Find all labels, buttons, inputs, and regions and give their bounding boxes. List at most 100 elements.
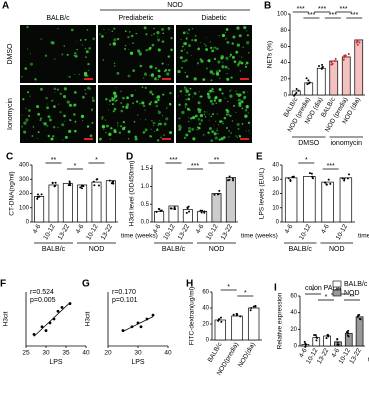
significance: **: [51, 157, 57, 164]
fluorescence: [109, 138, 111, 140]
column-label: Prediabetic: [118, 15, 154, 22]
fluorescence: [241, 123, 244, 125]
data-point: [220, 320, 223, 323]
fluorescence: [153, 125, 155, 127]
data-point: [186, 206, 189, 209]
y-tick-label: 0: [276, 220, 280, 226]
y-tick-label: 60: [290, 294, 297, 300]
x-tick-label: 40: [82, 350, 90, 357]
data-point: [343, 179, 346, 182]
data-point: [60, 306, 64, 309]
fluorescence: [120, 109, 124, 113]
fluorescence: [189, 87, 192, 90]
micrograph: [20, 25, 96, 83]
fluorescence: [85, 93, 87, 95]
fluorescence: [102, 59, 104, 61]
fluorescence: [108, 29, 110, 31]
fluorescence: [82, 95, 85, 99]
fluorescence: [194, 35, 197, 37]
fluorescence: [188, 120, 190, 123]
fluorescence: [235, 50, 239, 54]
data-point: [95, 178, 98, 181]
fluorescence: [139, 103, 141, 105]
fluorescence: [168, 29, 170, 31]
y-tick-label: 400: [19, 163, 30, 169]
y-tick-label: 20: [290, 327, 297, 333]
data-point: [36, 193, 39, 196]
fluorescence: [206, 92, 210, 96]
fluorescence: [205, 44, 207, 47]
y-tick-label: 0: [284, 93, 288, 99]
fluorescence: [103, 128, 105, 130]
fluorescence: [135, 33, 137, 35]
bar: [182, 209, 193, 223]
fluorescence: [181, 45, 184, 48]
fluorescence: [113, 128, 117, 132]
fluorescence: [150, 101, 153, 103]
fluorescence: [84, 47, 87, 50]
fluorescence: [157, 79, 159, 81]
data-point: [343, 177, 346, 180]
y-axis-label: NETs (%): [267, 41, 274, 68]
data-point: [336, 338, 339, 341]
fluorescence: [235, 135, 237, 137]
fluorescence: [21, 114, 23, 116]
fluorescence: [88, 47, 91, 50]
x-tick-label: 10-12: [162, 223, 177, 241]
fluorescence: [228, 136, 230, 138]
column-label: BALB/c: [46, 15, 70, 22]
fluorescence: [124, 30, 127, 33]
fluorescence: [238, 101, 242, 105]
data-point: [217, 319, 220, 322]
data-point: [311, 177, 314, 180]
fluorescence: [36, 138, 38, 140]
bar: [312, 337, 321, 347]
fluorescence: [193, 77, 197, 81]
fluorescence: [197, 126, 201, 130]
fluorescence: [115, 87, 117, 89]
fluorescence: [40, 38, 42, 40]
fluorescence: [228, 113, 230, 116]
fluorescence: [238, 134, 240, 136]
fluorescence: [209, 99, 213, 103]
fluorescence: [166, 72, 170, 76]
fluorescence: [222, 61, 224, 63]
fluorescence: [202, 78, 206, 81]
data-point: [232, 313, 235, 316]
fluorescence: [145, 119, 147, 121]
fluorescence: [198, 122, 202, 126]
stat-label: p=0.101: [112, 297, 138, 304]
data-point: [294, 93, 297, 96]
fluorescence: [225, 108, 229, 112]
fluorescence: [232, 35, 236, 39]
y-tick-label: 40: [290, 310, 297, 316]
data-point: [293, 94, 296, 97]
fluorescence: [205, 48, 209, 51]
fluorescence: [242, 90, 246, 94]
fluorescence: [230, 132, 232, 134]
fluorescence: [217, 124, 220, 126]
fluorescence: [103, 28, 105, 30]
fluorescence: [110, 127, 113, 130]
y-tick-label: 40: [202, 306, 209, 312]
significance: *: [325, 294, 328, 301]
fluorescence: [91, 97, 94, 99]
micrograph: [20, 85, 96, 143]
fluorescence: [211, 102, 215, 106]
scale-bar: [162, 78, 171, 80]
x-tick-label: 30: [134, 350, 142, 357]
data-point: [232, 179, 235, 182]
fluorescence: [40, 117, 43, 120]
fluorescence: [214, 136, 218, 140]
fluorescence: [170, 36, 173, 40]
fluorescence: [208, 113, 210, 115]
fluorescence: [236, 136, 238, 138]
fluorescence: [180, 49, 183, 53]
fluorescence: [109, 43, 112, 46]
fluorescence: [39, 87, 43, 91]
fluorescence: [221, 92, 224, 95]
fluorescence: [187, 93, 191, 96]
y-tick-label: 20: [272, 191, 279, 197]
fluorescence: [231, 120, 234, 122]
fluorescence: [117, 124, 119, 127]
